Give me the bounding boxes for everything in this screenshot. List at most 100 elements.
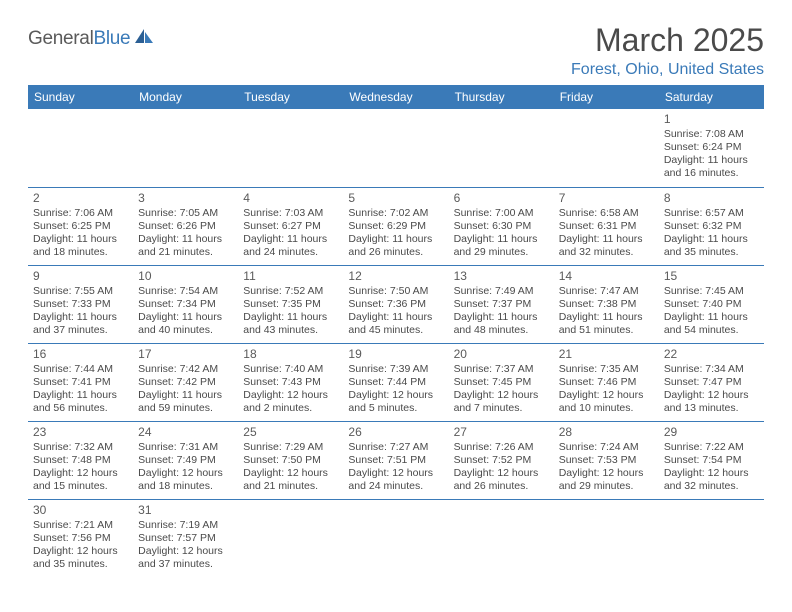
logo: GeneralBlue xyxy=(28,28,156,50)
daylight-line2: and 18 minutes. xyxy=(138,480,233,493)
calendar-cell: 8Sunrise: 6:57 AMSunset: 6:32 PMDaylight… xyxy=(659,187,764,265)
day-number: 24 xyxy=(138,425,233,440)
calendar-cell: 31Sunrise: 7:19 AMSunset: 7:57 PMDayligh… xyxy=(133,499,238,577)
sunrise-line: Sunrise: 7:03 AM xyxy=(243,207,338,220)
weekday-header: Friday xyxy=(554,85,659,109)
daylight-line2: and 32 minutes. xyxy=(664,480,759,493)
calendar-cell: 11Sunrise: 7:52 AMSunset: 7:35 PMDayligh… xyxy=(238,265,343,343)
calendar-cell: 10Sunrise: 7:54 AMSunset: 7:34 PMDayligh… xyxy=(133,265,238,343)
sunset-line: Sunset: 6:24 PM xyxy=(664,141,759,154)
sunrise-line: Sunrise: 7:52 AM xyxy=(243,285,338,298)
daylight-line2: and 21 minutes. xyxy=(138,246,233,259)
daylight-line1: Daylight: 12 hours xyxy=(348,467,443,480)
daylight-line2: and 56 minutes. xyxy=(33,402,128,415)
sunrise-line: Sunrise: 7:37 AM xyxy=(454,363,549,376)
weekday-row: SundayMondayTuesdayWednesdayThursdayFrid… xyxy=(28,85,764,109)
sunset-line: Sunset: 7:34 PM xyxy=(138,298,233,311)
day-number: 16 xyxy=(33,347,128,362)
daylight-line1: Daylight: 12 hours xyxy=(348,389,443,402)
daylight-line2: and 2 minutes. xyxy=(243,402,338,415)
daylight-line1: Daylight: 11 hours xyxy=(454,311,549,324)
weekday-header: Wednesday xyxy=(343,85,448,109)
weekday-header: Thursday xyxy=(449,85,554,109)
location: Forest, Ohio, United States xyxy=(571,61,764,79)
daylight-line1: Daylight: 11 hours xyxy=(559,311,654,324)
sunset-line: Sunset: 6:30 PM xyxy=(454,220,549,233)
calendar-row: 1Sunrise: 7:08 AMSunset: 6:24 PMDaylight… xyxy=(28,109,764,187)
sunrise-line: Sunrise: 7:32 AM xyxy=(33,441,128,454)
daylight-line1: Daylight: 11 hours xyxy=(138,389,233,402)
calendar-cell: 17Sunrise: 7:42 AMSunset: 7:42 PMDayligh… xyxy=(133,343,238,421)
daylight-line2: and 37 minutes. xyxy=(33,324,128,337)
day-number: 2 xyxy=(33,191,128,206)
calendar-cell: 22Sunrise: 7:34 AMSunset: 7:47 PMDayligh… xyxy=(659,343,764,421)
day-number: 8 xyxy=(664,191,759,206)
sunset-line: Sunset: 7:46 PM xyxy=(559,376,654,389)
calendar-cell-empty xyxy=(28,109,133,187)
daylight-line1: Daylight: 11 hours xyxy=(664,311,759,324)
daylight-line1: Daylight: 11 hours xyxy=(348,311,443,324)
weekday-header: Monday xyxy=(133,85,238,109)
calendar-cell-empty xyxy=(238,499,343,577)
sunrise-line: Sunrise: 7:21 AM xyxy=(33,519,128,532)
daylight-line2: and 5 minutes. xyxy=(348,402,443,415)
calendar-cell-empty xyxy=(449,499,554,577)
calendar-cell: 4Sunrise: 7:03 AMSunset: 6:27 PMDaylight… xyxy=(238,187,343,265)
sunset-line: Sunset: 6:26 PM xyxy=(138,220,233,233)
daylight-line2: and 21 minutes. xyxy=(243,480,338,493)
sunset-line: Sunset: 7:52 PM xyxy=(454,454,549,467)
calendar-cell: 1Sunrise: 7:08 AMSunset: 6:24 PMDaylight… xyxy=(659,109,764,187)
sunset-line: Sunset: 7:48 PM xyxy=(33,454,128,467)
day-number: 6 xyxy=(454,191,549,206)
day-number: 25 xyxy=(243,425,338,440)
sunrise-line: Sunrise: 7:24 AM xyxy=(559,441,654,454)
day-number: 15 xyxy=(664,269,759,284)
calendar-row: 2Sunrise: 7:06 AMSunset: 6:25 PMDaylight… xyxy=(28,187,764,265)
daylight-line1: Daylight: 11 hours xyxy=(454,233,549,246)
daylight-line2: and 29 minutes. xyxy=(454,246,549,259)
daylight-line2: and 45 minutes. xyxy=(348,324,443,337)
sunrise-line: Sunrise: 7:44 AM xyxy=(33,363,128,376)
daylight-line1: Daylight: 12 hours xyxy=(454,467,549,480)
day-number: 5 xyxy=(348,191,443,206)
sunrise-line: Sunrise: 7:27 AM xyxy=(348,441,443,454)
calendar-cell-empty xyxy=(133,109,238,187)
day-number: 4 xyxy=(243,191,338,206)
sunrise-line: Sunrise: 7:29 AM xyxy=(243,441,338,454)
logo-text: GeneralBlue xyxy=(28,28,130,50)
calendar-head: SundayMondayTuesdayWednesdayThursdayFrid… xyxy=(28,85,764,109)
day-number: 14 xyxy=(559,269,654,284)
daylight-line1: Daylight: 11 hours xyxy=(33,311,128,324)
sail-icon xyxy=(134,27,156,50)
sunrise-line: Sunrise: 7:06 AM xyxy=(33,207,128,220)
sunrise-line: Sunrise: 7:42 AM xyxy=(138,363,233,376)
daylight-line2: and 15 minutes. xyxy=(33,480,128,493)
daylight-line1: Daylight: 11 hours xyxy=(33,233,128,246)
logo-word1: General xyxy=(28,28,94,49)
page-header: GeneralBlue March 2025 Forest, Ohio, Uni… xyxy=(28,22,764,79)
sunrise-line: Sunrise: 7:00 AM xyxy=(454,207,549,220)
sunrise-line: Sunrise: 7:35 AM xyxy=(559,363,654,376)
sunset-line: Sunset: 6:32 PM xyxy=(664,220,759,233)
day-number: 26 xyxy=(348,425,443,440)
daylight-line1: Daylight: 11 hours xyxy=(664,154,759,167)
calendar-row: 30Sunrise: 7:21 AMSunset: 7:56 PMDayligh… xyxy=(28,499,764,577)
calendar-cell: 6Sunrise: 7:00 AMSunset: 6:30 PMDaylight… xyxy=(449,187,554,265)
day-number: 21 xyxy=(559,347,654,362)
daylight-line2: and 26 minutes. xyxy=(348,246,443,259)
day-number: 13 xyxy=(454,269,549,284)
calendar-cell: 26Sunrise: 7:27 AMSunset: 7:51 PMDayligh… xyxy=(343,421,448,499)
weekday-header: Sunday xyxy=(28,85,133,109)
day-number: 12 xyxy=(348,269,443,284)
sunset-line: Sunset: 7:56 PM xyxy=(33,532,128,545)
calendar-page: GeneralBlue March 2025 Forest, Ohio, Uni… xyxy=(0,0,792,599)
sunset-line: Sunset: 7:40 PM xyxy=(664,298,759,311)
daylight-line1: Daylight: 12 hours xyxy=(243,467,338,480)
daylight-line2: and 7 minutes. xyxy=(454,402,549,415)
calendar-cell-empty xyxy=(554,499,659,577)
calendar-cell: 23Sunrise: 7:32 AMSunset: 7:48 PMDayligh… xyxy=(28,421,133,499)
calendar-row: 16Sunrise: 7:44 AMSunset: 7:41 PMDayligh… xyxy=(28,343,764,421)
calendar-cell-empty xyxy=(343,499,448,577)
daylight-line2: and 51 minutes. xyxy=(559,324,654,337)
sunset-line: Sunset: 7:54 PM xyxy=(664,454,759,467)
